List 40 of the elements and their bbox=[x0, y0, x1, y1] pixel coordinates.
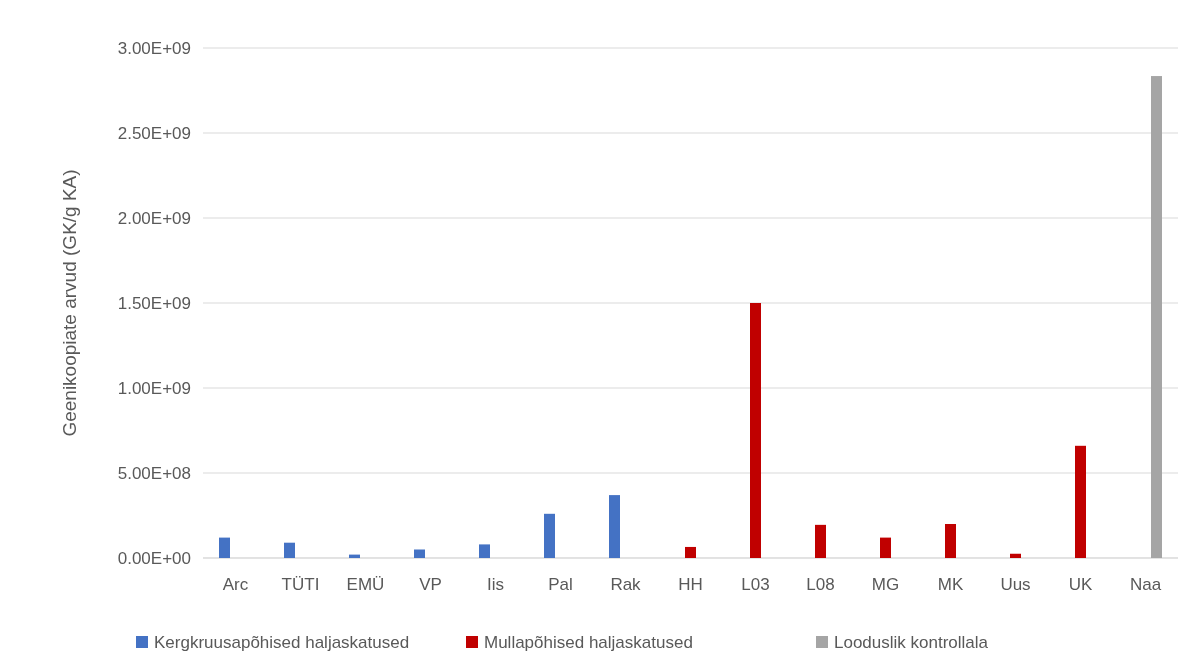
bar bbox=[479, 544, 490, 558]
bar bbox=[1075, 445, 1086, 558]
x-tick-label: Uus bbox=[1000, 575, 1031, 594]
x-tick-label: Arc bbox=[222, 575, 249, 594]
bar bbox=[609, 495, 620, 558]
legend-label: Looduslik kontrollala bbox=[834, 632, 989, 652]
bar bbox=[219, 537, 230, 558]
bar bbox=[750, 303, 761, 558]
x-tick-label: UK bbox=[1068, 575, 1093, 594]
x-tick-label: L08 bbox=[806, 575, 835, 594]
bar bbox=[1010, 553, 1021, 558]
y-tick-label: 5.00E+08 bbox=[117, 463, 191, 483]
y-tick-label: 1.00E+09 bbox=[117, 378, 191, 398]
x-tick-label: MG bbox=[871, 575, 900, 594]
bar bbox=[945, 524, 956, 558]
y-axis-title: Geenikoopiate arvud (GK/g KA) bbox=[59, 169, 80, 437]
bar bbox=[1151, 76, 1162, 558]
x-tick-label: Iis bbox=[487, 575, 504, 594]
y-tick-label: 3.00E+09 bbox=[117, 38, 191, 58]
bar bbox=[284, 542, 295, 558]
y-tick-label: 2.00E+09 bbox=[117, 208, 191, 228]
bar bbox=[815, 524, 826, 558]
x-tick-label: MK bbox=[937, 575, 964, 594]
legend-label: Mullapõhised haljaskatused bbox=[484, 632, 693, 652]
x-tick-label: VP bbox=[419, 575, 442, 594]
bar bbox=[685, 546, 696, 558]
y-tick-label: 0.00E+00 bbox=[117, 548, 191, 568]
y-tick-label: 2.50E+09 bbox=[117, 123, 191, 143]
x-tick-label: L03 bbox=[741, 575, 770, 594]
x-tick-label: Pal bbox=[548, 575, 573, 594]
legend-label: Kergkruusapõhised haljaskatused bbox=[154, 632, 410, 652]
bar bbox=[544, 513, 555, 558]
x-tick-label: Rak bbox=[610, 575, 642, 594]
bar bbox=[880, 537, 891, 558]
y-tick-label: 1.50E+09 bbox=[117, 293, 191, 313]
x-tick-label: TÜTI bbox=[281, 575, 320, 594]
bar bbox=[414, 549, 425, 558]
x-tick-label: EMÜ bbox=[346, 575, 385, 594]
x-tick-label: Naa bbox=[1129, 575, 1162, 594]
x-tick-label: HH bbox=[678, 575, 703, 594]
